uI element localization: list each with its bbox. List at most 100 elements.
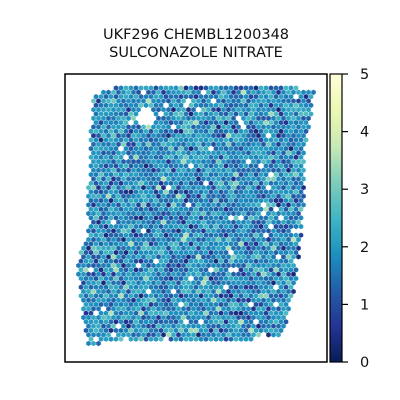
spot — [203, 284, 209, 290]
spot — [241, 254, 246, 260]
spot — [278, 171, 284, 178]
spot — [153, 154, 159, 160]
spot — [248, 197, 254, 204]
spot — [176, 124, 181, 130]
spot — [233, 85, 239, 91]
spot — [283, 310, 289, 316]
spot — [273, 163, 279, 169]
spot — [286, 245, 291, 251]
spot — [181, 271, 186, 277]
spot — [211, 219, 216, 225]
spot — [131, 245, 136, 251]
spot — [226, 323, 231, 329]
spot — [118, 197, 124, 204]
spot — [261, 98, 266, 104]
spot — [231, 323, 236, 329]
spot — [268, 275, 274, 282]
spot — [106, 176, 111, 182]
spot — [193, 137, 199, 143]
spot — [256, 271, 261, 277]
spot — [301, 89, 306, 95]
spot — [238, 258, 244, 264]
spot — [293, 119, 299, 126]
spot — [203, 206, 209, 212]
spot — [123, 284, 129, 290]
spot — [176, 288, 181, 295]
spot — [266, 306, 271, 312]
spot — [263, 327, 269, 334]
spot — [278, 206, 284, 212]
spot — [236, 210, 241, 217]
spot — [208, 327, 214, 334]
spot — [208, 163, 214, 169]
spot — [293, 145, 299, 152]
spot — [106, 124, 111, 130]
spot — [261, 314, 266, 321]
spot — [211, 297, 216, 303]
spot — [138, 154, 144, 160]
colorbar-tick-label: 1 — [360, 297, 369, 313]
spot — [151, 332, 156, 338]
spot — [126, 245, 131, 251]
spot — [128, 223, 134, 230]
spot — [141, 158, 146, 165]
spot — [111, 314, 116, 321]
spot — [106, 254, 111, 260]
spot — [278, 258, 284, 264]
spot — [261, 150, 266, 156]
spot — [221, 314, 226, 321]
spot — [251, 150, 256, 156]
spot — [201, 236, 206, 243]
spot — [91, 167, 96, 173]
spot — [273, 154, 279, 160]
spot — [201, 124, 206, 130]
spot — [286, 141, 291, 147]
spot — [133, 137, 139, 143]
spot — [101, 236, 106, 243]
spot — [228, 145, 234, 152]
spot — [116, 271, 121, 277]
spot — [108, 284, 114, 290]
spot — [123, 137, 129, 143]
spot — [111, 202, 116, 208]
spot — [253, 215, 259, 221]
spot — [186, 332, 191, 338]
spot — [181, 280, 186, 286]
spot — [218, 310, 224, 316]
spot — [136, 314, 141, 321]
spot — [143, 163, 149, 169]
spot — [228, 94, 234, 100]
spot — [121, 314, 126, 321]
spot — [236, 176, 241, 182]
spot — [178, 180, 184, 186]
spot — [238, 111, 244, 117]
spot — [243, 223, 249, 230]
spot — [146, 228, 151, 234]
spot — [278, 145, 284, 152]
spot — [171, 271, 176, 277]
spot — [218, 189, 224, 195]
spot — [133, 102, 139, 108]
spot — [96, 306, 101, 312]
spot — [238, 180, 244, 186]
spot — [231, 167, 236, 173]
spot — [153, 310, 159, 316]
spot — [233, 293, 239, 299]
spot — [246, 254, 251, 260]
spot — [253, 137, 259, 143]
spot — [163, 301, 169, 308]
spot — [258, 267, 264, 273]
spot — [178, 197, 184, 204]
spot — [173, 163, 179, 169]
spot — [193, 241, 199, 247]
spot — [168, 310, 174, 316]
spot — [191, 98, 196, 104]
spot — [211, 115, 216, 121]
spot — [281, 306, 286, 312]
spot — [273, 275, 279, 282]
spot — [163, 197, 169, 204]
spot — [288, 85, 294, 91]
spot — [168, 258, 174, 264]
spot — [88, 197, 94, 204]
